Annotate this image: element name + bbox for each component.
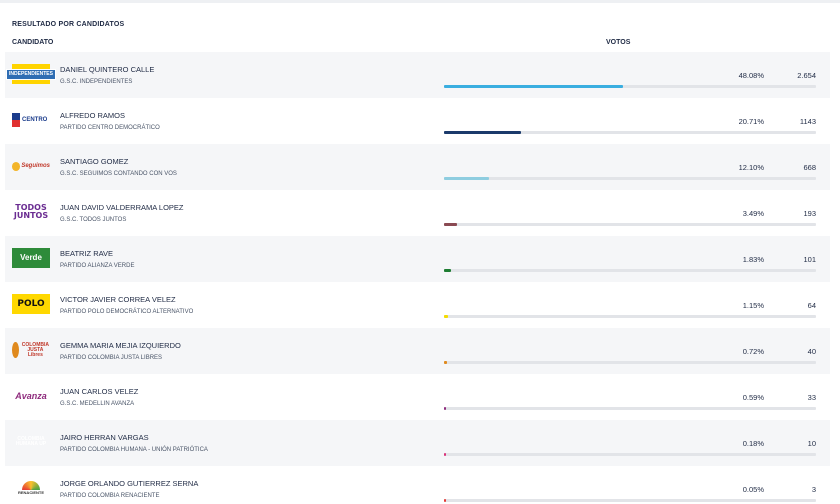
vote-share-fill	[444, 361, 447, 364]
vote-share-fill	[444, 315, 449, 318]
candidate-name: SANTIAGO GOMEZ	[60, 157, 129, 166]
vote-share-fill	[444, 269, 451, 272]
candidate-row: POLO VICTOR JAVIER CORREA VELEZ PARTIDO …	[5, 282, 830, 328]
candidate-row: RENACIENTE JORGE ORLANDO GUTIERREZ SERNA…	[5, 466, 830, 504]
party-name: G.S.C. SEGUIMOS CONTANDO CON VOS	[60, 171, 177, 177]
candidate-row: TODOS JUNTOS JUAN DAVID VALDERRAMA LOPEZ…	[5, 190, 830, 236]
top-divider	[0, 0, 840, 3]
vote-share-bar	[444, 269, 816, 272]
candidate-row: COLOMBIA HUMANA UP JAIRO HERRAN VARGAS P…	[5, 420, 830, 466]
column-header-candidate: CANDIDATO	[12, 39, 54, 46]
party-name: PARTIDO CENTRO DEMOCRÁTICO	[60, 125, 160, 131]
vote-count: 668	[803, 163, 816, 172]
vote-share-bar	[444, 177, 816, 180]
candidate-list: INDEPENDIENTES DANIEL QUINTERO CALLE G.S…	[5, 52, 830, 504]
party-name: PARTIDO COLOMBIA RENACIENTE	[60, 493, 160, 499]
vote-percent: 12.10%	[738, 163, 764, 172]
party-name: PARTIDO ALIANZA VERDE	[60, 263, 135, 269]
vote-count: 40	[807, 347, 816, 356]
candidate-row: COLOMBIA JUSTA Libres GEMMA MARIA MEJIA …	[5, 328, 830, 374]
vote-share-bar	[444, 407, 816, 410]
candidate-row: Seguimos SANTIAGO GOMEZ G.S.C. SEGUIMOS …	[5, 144, 830, 190]
vote-share-bar	[444, 453, 816, 456]
vote-share-fill	[444, 177, 489, 180]
candidate-row: Verde BEATRIZ RAVE PARTIDO ALIANZA VERDE…	[5, 236, 830, 282]
vote-count: 1143	[799, 117, 816, 126]
vote-share-bar	[444, 85, 816, 88]
vote-percent: 0.05%	[742, 485, 764, 494]
party-logo-icon: INDEPENDIENTES	[6, 64, 56, 84]
vote-share-fill	[444, 407, 447, 410]
vote-share-fill	[444, 223, 457, 226]
vote-count: 101	[803, 255, 816, 264]
candidate-name: GEMMA MARIA MEJIA IZQUIERDO	[60, 341, 181, 350]
vote-share-bar	[444, 499, 816, 502]
vote-share-bar	[444, 315, 816, 318]
vote-share-fill	[444, 131, 522, 134]
party-name: PARTIDO POLO DEMOCRÁTICO ALTERNATIVO	[60, 309, 194, 315]
vote-count: 33	[807, 393, 816, 402]
candidate-name: VICTOR JAVIER CORREA VELEZ	[60, 295, 176, 304]
candidate-row: Avanza JUAN CARLOS VELEZ G.S.C. MEDELLIN…	[5, 374, 830, 420]
vote-percent: 3.49%	[742, 209, 764, 218]
vote-share-fill	[444, 499, 447, 502]
party-name: PARTIDO COLOMBIA JUSTA LIBRES	[60, 355, 163, 361]
candidate-name: ALFREDO RAMOS	[60, 111, 126, 120]
party-logo-icon: TODOS JUNTOS	[13, 203, 49, 220]
party-name: G.S.C. MEDELLIN AVANZA	[60, 401, 135, 407]
vote-count: 2.654	[797, 71, 816, 80]
candidate-name: JORGE ORLANDO GUTIERREZ SERNA	[60, 479, 199, 488]
vote-percent: 0.72%	[742, 347, 764, 356]
vote-percent: 20.71%	[738, 117, 764, 126]
party-name: PARTIDO COLOMBIA HUMANA - UNIÓN PATRIÓTI…	[60, 447, 208, 453]
vote-count: 193	[803, 209, 816, 218]
vote-percent: 1.15%	[742, 301, 764, 310]
vote-percent: 1.83%	[742, 255, 764, 264]
party-logo-icon: RENACIENTE	[12, 478, 50, 498]
vote-share-fill	[444, 85, 623, 88]
party-logo-icon: Seguimos	[12, 156, 50, 176]
vote-count: 3	[811, 485, 816, 494]
vote-count: 64	[807, 301, 816, 310]
column-header-votes: VOTOS	[606, 39, 631, 46]
party-name: G.S.C. TODOS JUNTOS	[60, 217, 127, 223]
party-logo-icon: Avanza	[15, 390, 47, 401]
candidate-name: DANIEL QUINTERO CALLE	[60, 65, 155, 74]
section-title: RESULTADO POR CANDIDATOS	[12, 21, 125, 28]
vote-percent: 0.59%	[742, 393, 764, 402]
candidate-name: BEATRIZ RAVE	[60, 249, 114, 258]
vote-percent: 0.18%	[742, 439, 764, 448]
party-name: G.S.C. INDEPENDIENTES	[60, 79, 133, 85]
candidate-row: CENTRO ALFREDO RAMOS PARTIDO CENTRO DEMO…	[5, 98, 830, 144]
vote-share-fill	[444, 453, 447, 456]
party-logo-icon: COLOMBIA HUMANA UP	[15, 436, 47, 447]
candidate-name: JUAN CARLOS VELEZ	[60, 387, 139, 396]
candidate-row: INDEPENDIENTES DANIEL QUINTERO CALLE G.S…	[5, 52, 830, 98]
party-logo-icon: CENTRO	[12, 110, 50, 130]
party-logo-icon: Verde	[12, 248, 50, 268]
vote-count: 10	[807, 439, 816, 448]
candidate-name: JUAN DAVID VALDERRAMA LOPEZ	[60, 203, 184, 212]
candidate-name: JAIRO HERRAN VARGAS	[60, 433, 149, 442]
vote-percent: 48.08%	[738, 71, 764, 80]
party-logo-icon: POLO	[12, 294, 50, 314]
party-logo-icon: COLOMBIA JUSTA Libres	[12, 340, 50, 360]
vote-share-bar	[444, 131, 816, 134]
vote-share-bar	[444, 361, 816, 364]
vote-share-bar	[444, 223, 816, 226]
